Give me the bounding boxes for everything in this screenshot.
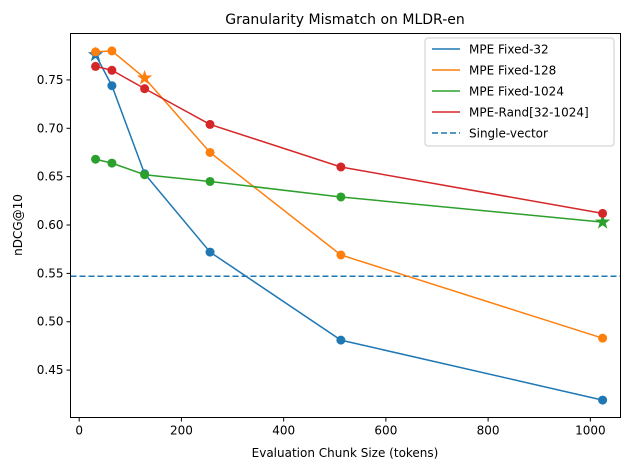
legend-label: Single-vector — [469, 127, 548, 141]
data-point — [205, 176, 215, 186]
series-line-0 — [94, 54, 603, 401]
x-axis-label: Evaluation Chunk Size (tokens) — [252, 446, 439, 460]
y-tick-label: 0.55 — [37, 266, 64, 280]
data-point — [91, 154, 101, 164]
chart-title: Granularity Mismatch on MLDR-en — [225, 12, 465, 28]
data-point — [107, 81, 117, 91]
data-point — [107, 46, 117, 56]
legend: MPE Fixed-32 MPE Fixed-128 MPE Fixed-1024 M… — [424, 37, 615, 147]
y-tick-label: 0.75 — [37, 73, 64, 87]
legend-label: MPE Fixed-1024 — [469, 85, 564, 99]
star-marker — [595, 214, 611, 229]
y-tick-label: 0.60 — [37, 218, 64, 232]
x-tick-label: 800 — [477, 424, 500, 438]
y-tick-label: 0.50 — [37, 315, 64, 329]
data-point — [205, 247, 215, 257]
data-point — [91, 61, 101, 71]
data-point — [140, 84, 150, 94]
x-tick-label: 1000 — [575, 424, 606, 438]
data-point — [598, 395, 608, 405]
legend-box — [424, 37, 615, 147]
x-tick-label: 400 — [272, 424, 295, 438]
legend-label: MPE-Rand[32-1024] — [469, 106, 589, 120]
legend-label: MPE Fixed-32 — [469, 43, 549, 57]
star-marker — [137, 70, 153, 85]
y-tick-label: 0.45 — [37, 363, 64, 377]
data-point — [205, 147, 215, 157]
y-tick-label: 0.65 — [37, 170, 64, 184]
data-point — [91, 47, 101, 57]
x-tick-label: 0 — [75, 424, 83, 438]
data-point — [598, 333, 608, 343]
data-point — [336, 192, 346, 202]
y-tick-label: 0.70 — [37, 121, 64, 135]
data-point — [598, 208, 608, 218]
data-point — [336, 162, 346, 172]
data-point — [336, 335, 346, 345]
data-point — [107, 158, 117, 168]
x-tick-label: 600 — [374, 424, 397, 438]
data-point — [205, 119, 215, 129]
x-tick-label: 200 — [170, 424, 193, 438]
data-point — [107, 65, 117, 75]
legend-label: MPE Fixed-128 — [469, 64, 556, 78]
data-point — [140, 170, 150, 180]
data-point — [336, 250, 346, 260]
y-axis-label: nDCG@10 — [11, 194, 25, 256]
